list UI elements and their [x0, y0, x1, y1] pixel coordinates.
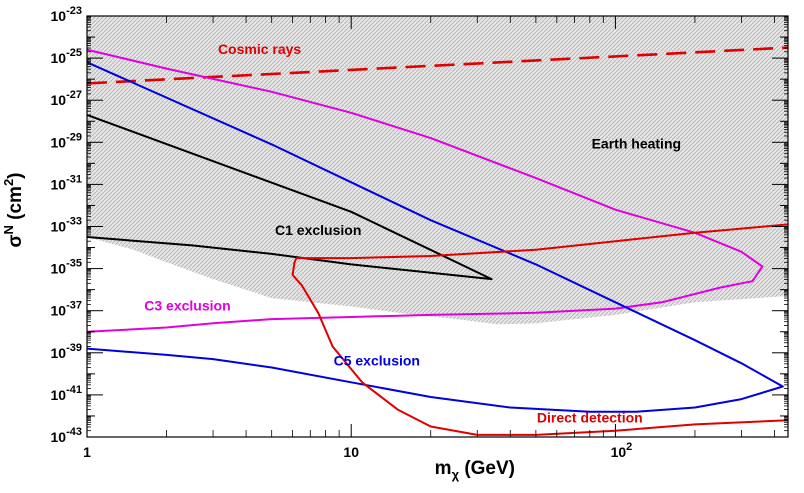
- series-line-c1-exclusion: [87, 113, 493, 281]
- x-tick-label-base: 1: [83, 444, 91, 460]
- region-layer: [87, 16, 788, 325]
- x-tick-labels: 1 10 102: [83, 441, 632, 460]
- y-tick-label: 10-27: [51, 89, 82, 108]
- annotation-earth-heating: Earth heating: [592, 136, 681, 152]
- y-tick-label: 10-33: [51, 216, 82, 235]
- y-tick-label-base: 10: [51, 134, 67, 150]
- x-tick-label: 1: [83, 444, 91, 460]
- x-tick-label-exp: 2: [626, 441, 632, 453]
- y-tick-label: 10-39: [51, 342, 82, 361]
- annotation-c3-exclusion: C3 exclusion: [144, 298, 230, 314]
- y-tick-label-base: 10: [51, 8, 67, 24]
- y-tick-label-exp: -27: [66, 89, 82, 101]
- y-tick-label-exp: -43: [66, 426, 82, 438]
- y-tick-label-exp: -35: [66, 258, 82, 270]
- y-axis-title: σN (cm2): [1, 172, 26, 247]
- annotations: Cosmic rays Earth heating C1 exclusion C3 e…: [144, 41, 681, 425]
- y-tick-label-exp: -39: [66, 342, 82, 354]
- y-tick-label: 10-25: [51, 47, 82, 66]
- y-tick-label-base: 10: [51, 92, 67, 108]
- axis-ticks: [86, 15, 788, 438]
- series-layer: [87, 46, 788, 436]
- y-tick-label-exp: -33: [66, 216, 82, 228]
- y-tick-label-base: 10: [51, 345, 67, 361]
- y-tick-label-exp: -41: [66, 384, 82, 396]
- series-line-c3-exclusion: [87, 48, 764, 333]
- y-tick-label: 10-43: [51, 426, 82, 445]
- y-tick-label-exp: -23: [66, 5, 82, 17]
- x-tick-label-base: 10: [611, 444, 627, 460]
- annotation-c1-exclusion: C1 exclusion: [275, 222, 361, 238]
- y-tick-label-base: 10: [51, 219, 67, 235]
- y-tick-label-base: 10: [51, 387, 67, 403]
- annotation-c5-exclusion: C5 exclusion: [334, 352, 420, 368]
- x-tick-label: 102: [611, 441, 633, 460]
- y-tick-label: 10-29: [51, 131, 82, 150]
- series-line-c5-exclusion: [87, 61, 784, 413]
- y-tick-label-base: 10: [51, 429, 67, 445]
- y-tick-label: 10-23: [51, 5, 82, 24]
- y-tick-label-exp: -37: [66, 300, 82, 312]
- y-tick-label: 10-41: [51, 384, 82, 403]
- y-tick-labels: 10-2310-2510-2710-2910-3110-3310-3510-37…: [51, 5, 82, 445]
- y-tick-label: 10-35: [51, 258, 82, 277]
- x-tick-label-base: 10: [343, 444, 359, 460]
- annotation-cosmic-rays: Cosmic rays: [218, 41, 301, 57]
- series-line-direct-detection: [291, 223, 788, 436]
- y-tick-label-base: 10: [51, 261, 67, 277]
- y-tick-label-base: 10: [51, 176, 67, 192]
- y-tick-label-exp: -31: [66, 173, 82, 185]
- annotation-direct-detection: Direct detection: [537, 409, 643, 425]
- y-tick-label-exp: -25: [66, 47, 82, 59]
- y-tick-label-base: 10: [51, 50, 67, 66]
- x-tick-label: 10: [343, 444, 359, 460]
- y-tick-label-exp: -29: [66, 131, 82, 143]
- y-tick-label: 10-31: [51, 173, 82, 192]
- y-tick-label-base: 10: [51, 303, 67, 319]
- region-earth-heating: [87, 16, 788, 325]
- x-axis-title: mχ (GeV): [435, 458, 515, 482]
- y-tick-label: 10-37: [51, 300, 82, 319]
